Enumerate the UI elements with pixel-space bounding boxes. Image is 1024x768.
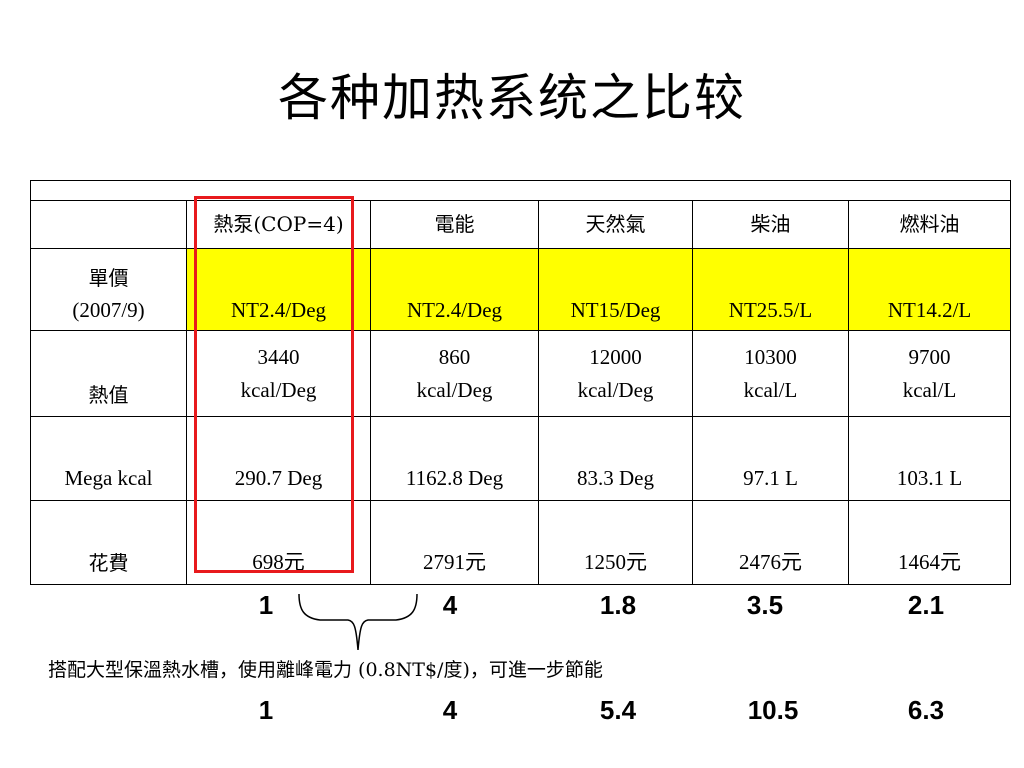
mega-cell: 97.1 L bbox=[692, 416, 849, 501]
corner-cell bbox=[30, 200, 187, 249]
column-header: 電能 bbox=[370, 200, 539, 249]
mega-cell: 290.7 Deg bbox=[186, 416, 371, 501]
heat-unit: kcal/Deg bbox=[416, 377, 493, 402]
column-header: 熱泵(COP=4) bbox=[186, 200, 371, 249]
mega-cell: 103.1 L bbox=[847, 416, 1012, 501]
price-cell: NT15/Deg bbox=[538, 248, 693, 331]
price-cell: NT14.2/L bbox=[847, 248, 1012, 331]
heat-cell: 9700 kcal/L bbox=[847, 330, 1012, 417]
table-row-mega: Mega kcal 290.7 Deg 1162.8 Deg 83.3 Deg … bbox=[30, 416, 1012, 501]
mega-cell: 83.3 Deg bbox=[538, 416, 693, 501]
ratio-bottom: 1 bbox=[258, 695, 274, 725]
heat-value: 9700 bbox=[908, 344, 951, 369]
cost-cell: 2791元 bbox=[370, 500, 539, 585]
page-title: 各种加热系统之比较 bbox=[278, 69, 746, 127]
heat-unit: kcal/L bbox=[743, 377, 798, 402]
off-peak-note: 搭配大型保溫熱水槽，使用離峰電力 (0.8NT$/度)，可進一步節能 bbox=[48, 659, 603, 681]
heat-unit: kcal/Deg bbox=[240, 377, 317, 402]
ratio-top: 1 bbox=[258, 590, 274, 620]
heat-unit: kcal/L bbox=[902, 377, 957, 402]
curly-brace-icon bbox=[298, 593, 418, 651]
heat-value: 10300 bbox=[744, 344, 797, 369]
cost-cell: 1464元 bbox=[847, 500, 1012, 585]
table-blank-row bbox=[29, 180, 1012, 201]
table-header-row: 熱泵(COP=4) 電能 天然氣 柴油 燃料油 bbox=[30, 200, 1012, 249]
table-row-heat: 熱值 3440 kcal/Deg 860 kcal/Deg 12000 kcal… bbox=[30, 330, 1012, 417]
column-header: 天然氣 bbox=[538, 200, 693, 249]
heat-cell: 3440 kcal/Deg bbox=[186, 330, 371, 417]
ratio-top: 1.8 bbox=[599, 590, 637, 620]
heat-value: 3440 bbox=[257, 344, 300, 369]
heat-cell: 12000 kcal/Deg bbox=[538, 330, 693, 417]
price-cell: NT2.4/Deg bbox=[370, 248, 539, 331]
mega-cell: 1162.8 Deg bbox=[370, 416, 539, 501]
row-label-price: 單價 (2007/9) bbox=[30, 248, 187, 331]
ratio-top: 2.1 bbox=[907, 590, 945, 620]
price-cell: NT25.5/L bbox=[692, 248, 849, 331]
ratio-bottom: 10.5 bbox=[747, 695, 799, 725]
price-label: 單價 bbox=[88, 266, 129, 291]
cost-cell: 2476元 bbox=[692, 500, 849, 585]
heat-unit: kcal/Deg bbox=[577, 377, 654, 402]
column-header: 燃料油 bbox=[847, 200, 1012, 249]
column-header: 柴油 bbox=[692, 200, 849, 249]
price-cell: NT2.4/Deg bbox=[186, 248, 371, 331]
heat-value: 860 bbox=[438, 344, 471, 369]
cost-cell: 1250元 bbox=[538, 500, 693, 585]
price-date: (2007/9) bbox=[72, 298, 145, 323]
table-row-price: 單價 (2007/9) NT2.4/Deg NT2.4/Deg NT15/Deg… bbox=[30, 248, 1012, 331]
cost-cell: 698元 bbox=[186, 500, 371, 585]
ratio-bottom: 4 bbox=[442, 695, 458, 725]
row-label-cost: 花費 bbox=[30, 500, 187, 585]
ratio-bottom: 5.4 bbox=[599, 695, 637, 725]
comparison-table: 熱泵(COP=4) 電能 天然氣 柴油 燃料油 單價 (2007/9) NT2.… bbox=[29, 180, 1012, 585]
ratio-top: 4 bbox=[442, 590, 458, 620]
row-label-mega: Mega kcal bbox=[30, 416, 187, 501]
table-row-cost: 花費 698元 2791元 1250元 2476元 1464元 bbox=[30, 500, 1012, 585]
row-label-heat: 熱值 bbox=[30, 330, 187, 417]
heat-value: 12000 bbox=[589, 344, 642, 369]
ratio-bottom: 6.3 bbox=[907, 695, 945, 725]
heat-cell: 860 kcal/Deg bbox=[370, 330, 539, 417]
heat-cell: 10300 kcal/L bbox=[692, 330, 849, 417]
ratio-top: 3.5 bbox=[746, 590, 784, 620]
